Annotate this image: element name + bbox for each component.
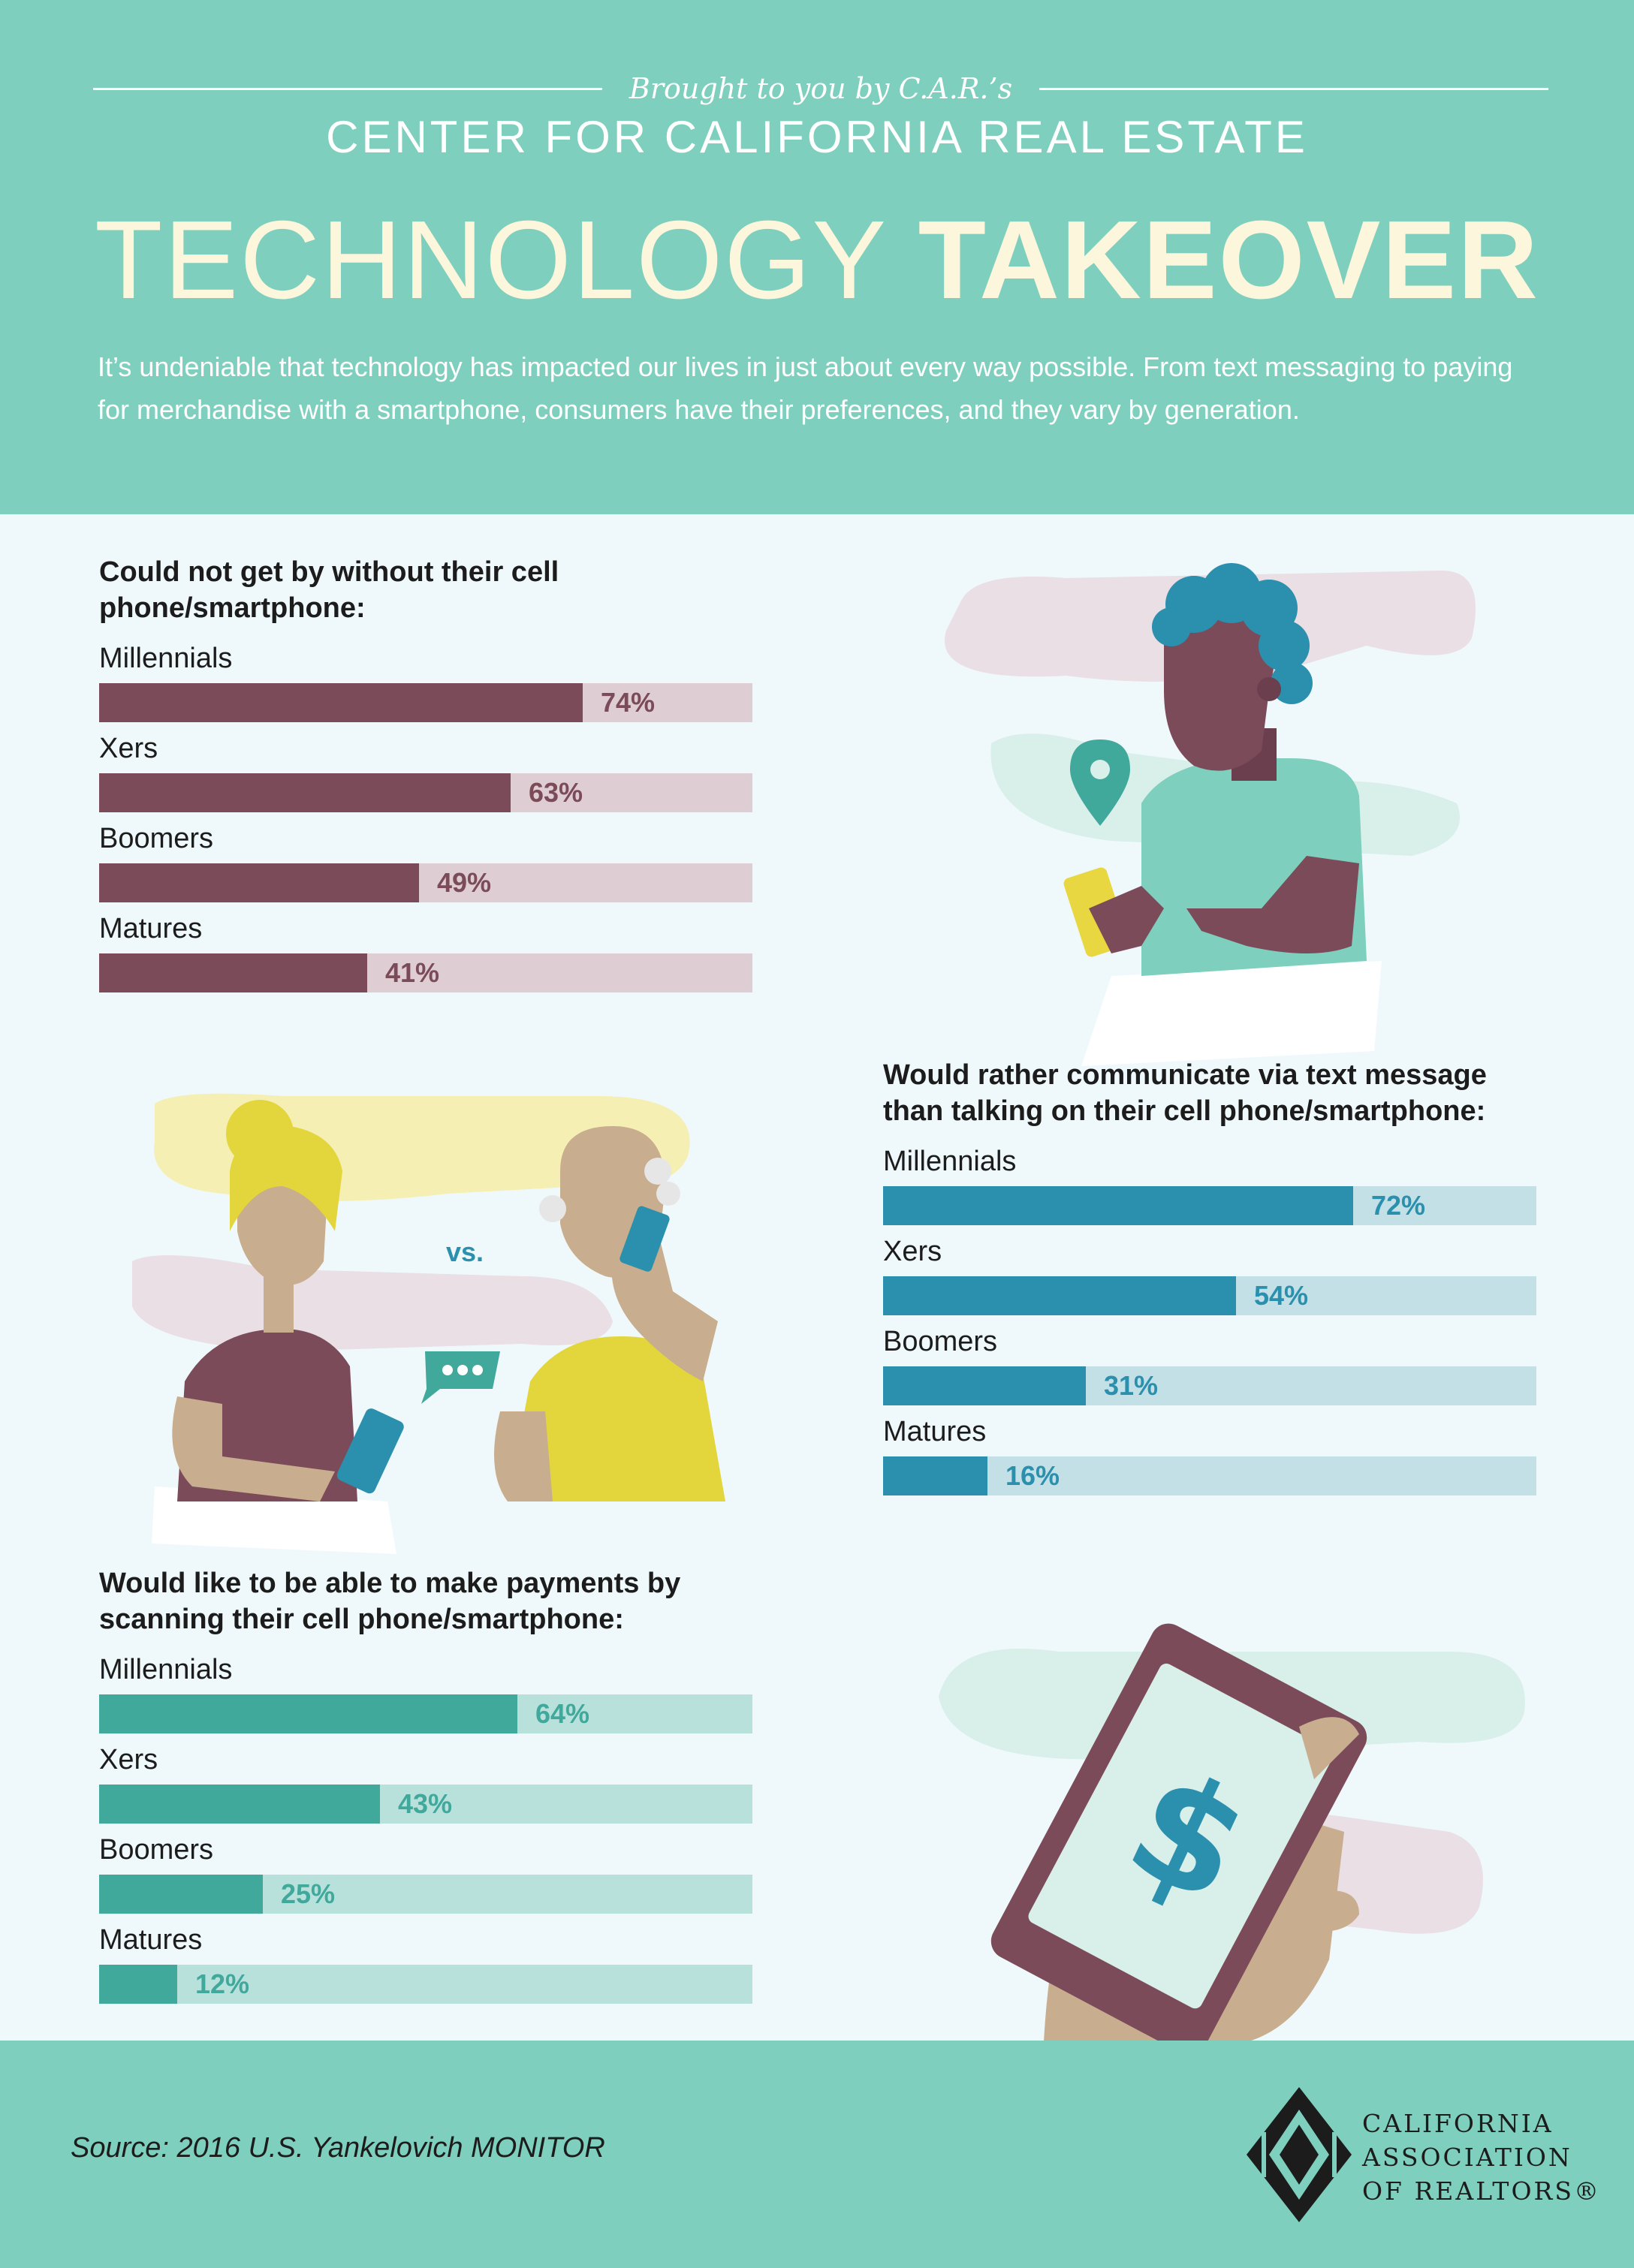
car-logo-text: CALIFORNIA ASSOCIATION OF REALTORS®: [1362, 2107, 1601, 2208]
bar-value-label: 12%: [195, 1968, 250, 1999]
bar-fill: [99, 863, 419, 902]
bar-value-label: 54%: [1254, 1280, 1309, 1311]
title-light: TECHNOLOGY: [95, 198, 886, 322]
bar-fill: [883, 1456, 987, 1495]
chat-dots: [442, 1365, 483, 1375]
header-banner: [0, 0, 1634, 514]
man-shirt: [508, 1336, 725, 1501]
category-label: Millennials: [99, 643, 233, 674]
logo-line-2: ASSOCIATION: [1362, 2143, 1572, 2172]
category-label: Matures: [99, 913, 203, 944]
bar-fill: [99, 683, 583, 722]
bar-fill: [883, 1186, 1353, 1225]
bar-track: 43%: [99, 1785, 752, 1824]
ear-shape: [1257, 677, 1281, 701]
category-label: Millennials: [99, 1654, 233, 1685]
woman-phone: [336, 1408, 404, 1494]
woman-arm: [172, 1396, 335, 1501]
category-label: Boomers: [883, 1326, 998, 1357]
thumb-shape: [1299, 1717, 1359, 1779]
hair-curls: [1152, 563, 1313, 704]
text-vs-talk-illustration: vs.: [132, 1093, 725, 1554]
category-label: Xers: [99, 1744, 158, 1776]
brought-by-row: Brought to you by C.A.R.’s: [93, 66, 1548, 111]
left-rule: [93, 87, 602, 90]
white-paper-shape: [1081, 961, 1382, 1066]
category-label: Boomers: [99, 823, 214, 854]
right-rule: [1039, 87, 1548, 90]
bar-value-label: 43%: [398, 1788, 453, 1819]
category-label: Xers: [99, 733, 158, 764]
finger-shape: [1307, 1890, 1359, 1932]
bar-track: 16%: [883, 1456, 1536, 1495]
chart-cell-phone-dependence: Could not get by without their cell phon…: [99, 554, 752, 997]
bar-fill: [99, 1965, 177, 2004]
car-logo-icon: [1247, 2087, 1352, 2222]
bar-fill: [99, 1694, 517, 1733]
category-label: Matures: [99, 1924, 203, 1956]
bar-value-label: 16%: [1005, 1460, 1060, 1491]
bar-value-label: 41%: [385, 957, 440, 988]
man-arm: [611, 1231, 718, 1381]
title-bold: TAKEOVER: [918, 198, 1539, 322]
category-label: Matures: [883, 1416, 987, 1447]
map-pin-center: [1090, 760, 1110, 779]
chart-title: Could not get by without their cell phon…: [99, 556, 559, 624]
bar-fill: [99, 1875, 263, 1914]
pink-cloud-shape: [132, 1255, 613, 1351]
bar-value-label: 64%: [535, 1698, 590, 1729]
bar-fill: [883, 1276, 1236, 1315]
bar-value-label: 25%: [281, 1878, 336, 1909]
woman-neck: [264, 1273, 294, 1333]
intro-paragraph: It’s undeniable that technology has impa…: [98, 351, 1513, 425]
bar-value-label: 74%: [601, 687, 656, 718]
bar-track: 31%: [883, 1366, 1536, 1405]
bar-value-label: 63%: [529, 777, 583, 808]
bar-track: 12%: [99, 1965, 752, 2004]
logo-line-1: CALIFORNIA: [1362, 2109, 1554, 2138]
man-with-phone-illustration: [945, 563, 1476, 1066]
white-paper-shape: [152, 1486, 396, 1554]
bar-track: 64%: [99, 1694, 752, 1733]
bar-fill: [99, 773, 511, 812]
bar-fill: [99, 953, 367, 992]
map-pin-icon: [1070, 739, 1130, 826]
bar-fill: [99, 1785, 380, 1824]
man-phone: [620, 1206, 670, 1272]
hand-shape: [1089, 886, 1164, 953]
bar-track: 25%: [99, 1875, 752, 1914]
bar-track: 74%: [99, 683, 752, 722]
vs-label: vs.: [446, 1236, 484, 1267]
chart-title: Would like to be able to make payments b…: [99, 1568, 681, 1635]
brought-by-text: Brought to you by C.A.R.’s: [629, 72, 1013, 105]
center-title: CENTER FOR CALIFORNIA REAL ESTATE: [326, 112, 1308, 162]
payment-phone-illustration: $: [939, 1623, 1525, 2042]
chart-text-vs-talk: Would rather communicate via text messag…: [883, 1057, 1544, 1500]
category-label: Xers: [883, 1236, 942, 1267]
bar-value-label: 49%: [437, 867, 492, 898]
man-gray-hair: [539, 1158, 680, 1222]
logo-line-3: OF REALTORS®: [1362, 2176, 1601, 2206]
chart-phone-payments: Would like to be able to make payments b…: [99, 1565, 752, 2008]
woman-hair-bun: [226, 1100, 294, 1167]
bar-track: 54%: [883, 1276, 1536, 1315]
bar-track: 72%: [883, 1186, 1536, 1225]
category-label: Millennials: [883, 1146, 1017, 1177]
chat-bubble-icon: [421, 1351, 500, 1404]
chart-title: Would rather communicate via text messag…: [883, 1059, 1487, 1127]
bar-track: 63%: [99, 773, 752, 812]
bar-value-label: 31%: [1104, 1370, 1159, 1401]
phone-screen: [1028, 1663, 1334, 2009]
bar-value-label: 72%: [1371, 1190, 1426, 1221]
bar-track: 41%: [99, 953, 752, 992]
category-label: Boomers: [99, 1834, 214, 1866]
page-title: TECHNOLOGY TAKEOVER: [0, 197, 1634, 324]
footer-banner: [0, 2041, 1634, 2268]
bar-fill: [883, 1366, 1086, 1405]
woman2-arm-shape: [494, 1411, 553, 1501]
source-citation: Source: 2016 U.S. Yankelovich MONITOR: [71, 2132, 605, 2164]
bar-track: 49%: [99, 863, 752, 902]
arm-shape: [1186, 856, 1359, 953]
face-shape: [1164, 601, 1276, 771]
